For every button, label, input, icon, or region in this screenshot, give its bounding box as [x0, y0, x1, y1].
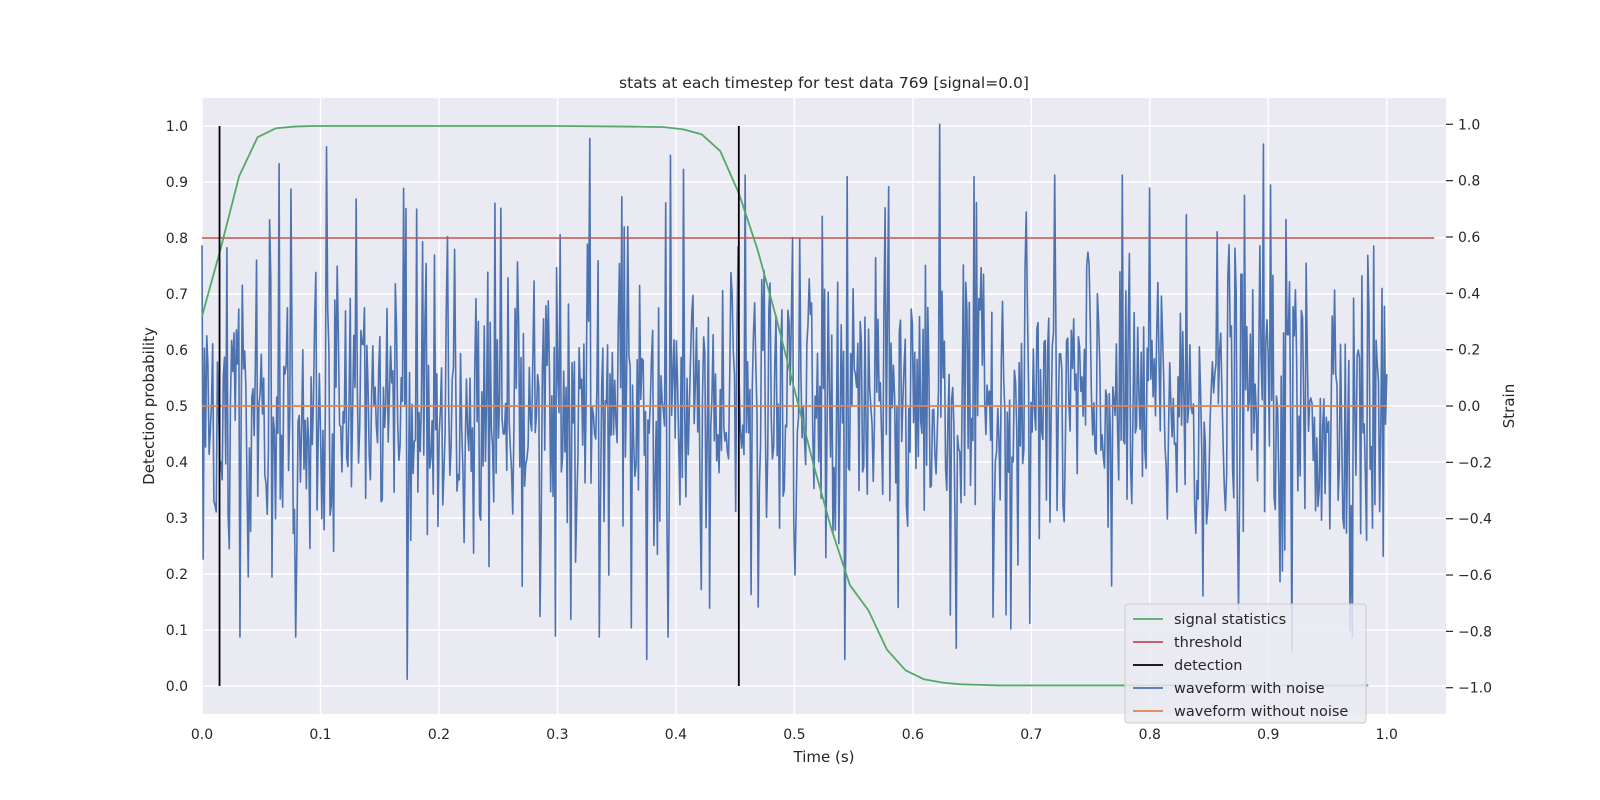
y-tick-label: 0.7: [166, 287, 188, 303]
series-layer: [201, 125, 1435, 687]
y2-tick-label: 0.6: [1458, 230, 1480, 246]
y2-axis-title: Strain: [1500, 384, 1518, 428]
y-tick-label: 0.6: [166, 343, 188, 359]
y-tick-label: 0.2: [166, 567, 188, 583]
x-tick-label: 0.3: [546, 727, 568, 743]
y-tick-label: 0.4: [166, 455, 188, 471]
series-waveform-with-noise: [201, 123, 1388, 681]
y-tick-label: 0.8: [166, 231, 188, 247]
y-tick-label: 0.3: [166, 511, 188, 527]
y2-tick-label: −0.8: [1458, 624, 1492, 640]
x-tick-label: 1.0: [1376, 727, 1398, 743]
legend-label: threshold: [1174, 635, 1242, 651]
y2-tick-label: −0.4: [1458, 512, 1492, 528]
noise-layer: [201, 123, 1388, 681]
y2-tick-label: −0.6: [1458, 568, 1492, 584]
x-tick-label: 0.9: [1257, 727, 1279, 743]
y2-tick-label: 0.8: [1458, 174, 1480, 190]
axes-layer: 0.0 0.1 0.2 0.3 0.4 0.5 0.6 0.7 0.8 0.9 1.0 0.0 0.1 0…: [166, 117, 1492, 743]
y2-tick-label: −0.2: [1458, 455, 1492, 471]
y2-tick-label: 0.2: [1458, 343, 1480, 359]
x-tick-label: 0.4: [665, 727, 687, 743]
legend-label: detection: [1174, 658, 1242, 674]
y2-tick-label: 0.0: [1458, 399, 1480, 415]
x-tick-label: 0.1: [309, 727, 331, 743]
y-axis-title: Detection probability: [140, 327, 158, 485]
legend-label: signal statistics: [1174, 612, 1286, 628]
x-axis-title: Time (s): [793, 748, 855, 766]
legend-box: [1124, 603, 1367, 724]
x-tick-label: 0.2: [428, 727, 450, 743]
y-tick-label: 0.0: [166, 679, 188, 695]
legend-label: waveform with noise: [1174, 681, 1325, 697]
x-tick-label: 0.0: [191, 727, 213, 743]
y-tick-label: 0.5: [166, 399, 188, 415]
legend: signal statistics threshold detection wavef…: [1124, 603, 1367, 724]
series-signal-statistics: [201, 125, 1369, 687]
y2-tick-label: −1.0: [1458, 681, 1492, 697]
legend-label: waveform without noise: [1174, 704, 1348, 720]
y2-tick-label: 1.0: [1458, 117, 1480, 133]
x-tick-label: 0.5: [783, 727, 805, 743]
chart-title: stats at each timestep for test data 769…: [619, 74, 1029, 92]
y-tick-label: 0.1: [166, 623, 188, 639]
x-tick-label: 0.6: [902, 727, 924, 743]
x-tick-label: 0.8: [1139, 727, 1161, 743]
y2-tick-label: 0.4: [1458, 286, 1480, 302]
y-tick-label: 1.0: [166, 119, 188, 135]
y-tick-label: 0.9: [166, 175, 188, 191]
x-tick-label: 0.7: [1020, 727, 1042, 743]
